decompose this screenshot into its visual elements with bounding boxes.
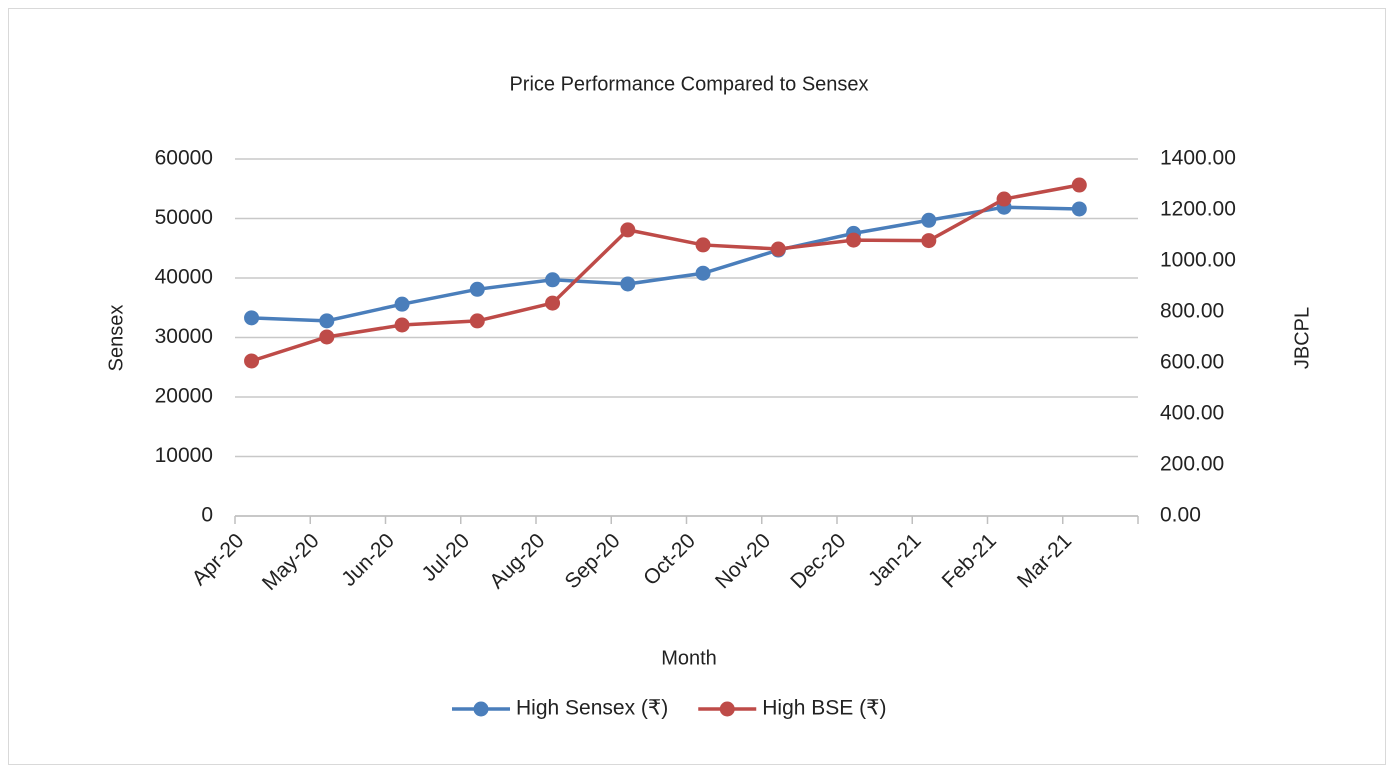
y-tick-label: 30000 — [155, 325, 213, 348]
legend-label: High Sensex (₹) — [516, 697, 668, 720]
data-point — [545, 295, 561, 311]
data-point — [319, 313, 335, 329]
legend: High Sensex (₹) High BSE (₹) — [452, 697, 886, 720]
data-point — [394, 296, 410, 312]
data-point — [394, 317, 410, 333]
data-point — [545, 272, 561, 288]
y-tick-label: 50000 — [155, 206, 213, 229]
chart-border — [8, 8, 1386, 765]
y2-axis-title: JBCPL — [1291, 307, 1313, 369]
y2-tick-label: 400.00 — [1160, 402, 1224, 425]
data-point — [770, 241, 786, 257]
y2-tick-label: 1000.00 — [1160, 249, 1236, 272]
x-axis-title: Month — [661, 647, 717, 669]
y2-tick-label: 200.00 — [1160, 453, 1224, 476]
data-point — [921, 233, 937, 249]
y2-tick-label: 800.00 — [1160, 300, 1224, 323]
y2-tick-label: 1400.00 — [1160, 147, 1236, 170]
y-axis-title: Sensex — [105, 305, 127, 372]
data-point — [244, 353, 260, 369]
y-tick-label: 0 — [201, 504, 213, 527]
data-point — [469, 281, 485, 297]
data-point — [469, 313, 485, 329]
legend-label: High BSE (₹) — [762, 697, 886, 720]
data-point — [620, 276, 636, 292]
chart-title: Price Performance Compared to Sensex — [509, 73, 868, 95]
data-point — [996, 191, 1012, 207]
data-point — [319, 329, 335, 345]
legend-marker — [473, 701, 489, 717]
data-point — [695, 265, 711, 281]
y-tick-label: 10000 — [155, 444, 213, 467]
legend-marker — [719, 701, 735, 717]
y-tick-label: 60000 — [155, 147, 213, 170]
data-point — [620, 222, 636, 238]
data-point — [1071, 177, 1087, 193]
y2-tick-label: 1200.00 — [1160, 198, 1236, 221]
series-line — [251, 183, 1080, 363]
series-line — [251, 205, 1080, 323]
data-point — [244, 310, 260, 326]
y-tick-label: 40000 — [155, 266, 213, 289]
data-point — [695, 237, 711, 253]
data-point — [1071, 201, 1087, 217]
data-point — [921, 212, 937, 228]
y2-tick-label: 0.00 — [1160, 504, 1201, 527]
y2-tick-label: 600.00 — [1160, 351, 1224, 374]
y-tick-label: 20000 — [155, 385, 213, 408]
data-point — [846, 232, 862, 248]
